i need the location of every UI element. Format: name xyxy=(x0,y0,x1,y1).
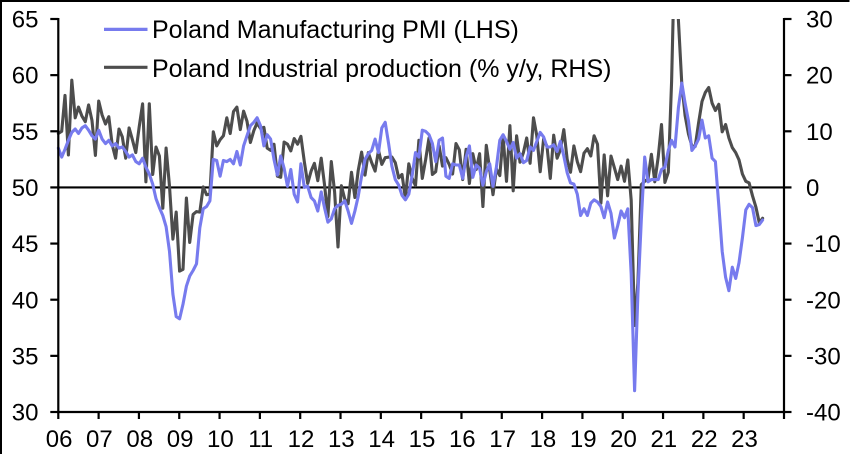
svg-text:11: 11 xyxy=(248,426,273,453)
svg-text:45: 45 xyxy=(12,231,39,258)
svg-text:40: 40 xyxy=(12,287,39,314)
svg-text:30: 30 xyxy=(806,7,833,34)
svg-text:15: 15 xyxy=(409,426,436,453)
svg-text:Poland Manufacturing PMI (LHS): Poland Manufacturing PMI (LHS) xyxy=(152,16,519,44)
svg-text:55: 55 xyxy=(12,119,39,146)
svg-text:14: 14 xyxy=(368,426,395,453)
svg-text:-30: -30 xyxy=(806,344,841,371)
svg-text:30: 30 xyxy=(12,400,39,427)
svg-text:35: 35 xyxy=(12,344,39,371)
svg-text:10: 10 xyxy=(806,119,833,146)
svg-text:06: 06 xyxy=(46,426,73,453)
svg-text:0: 0 xyxy=(806,175,819,202)
svg-text:13: 13 xyxy=(328,426,355,453)
svg-text:10: 10 xyxy=(207,426,234,453)
svg-text:50: 50 xyxy=(12,175,39,202)
svg-text:20: 20 xyxy=(610,426,637,453)
svg-text:19: 19 xyxy=(570,426,597,453)
svg-text:20: 20 xyxy=(806,63,833,90)
svg-text:23: 23 xyxy=(731,426,758,453)
svg-text:60: 60 xyxy=(12,63,39,90)
svg-text:09: 09 xyxy=(167,426,194,453)
svg-text:22: 22 xyxy=(691,426,718,453)
svg-text:-20: -20 xyxy=(806,287,841,314)
svg-text:-40: -40 xyxy=(806,400,841,427)
svg-text:65: 65 xyxy=(12,7,39,34)
svg-text:08: 08 xyxy=(126,426,153,453)
svg-text:07: 07 xyxy=(86,426,113,453)
svg-text:12: 12 xyxy=(288,426,315,453)
svg-text:16: 16 xyxy=(449,426,476,453)
svg-text:18: 18 xyxy=(530,426,557,453)
svg-text:Poland Industrial production (: Poland Industrial production (% y/y, RHS… xyxy=(152,55,611,83)
svg-text:21: 21 xyxy=(650,426,677,453)
svg-text:17: 17 xyxy=(489,426,516,453)
svg-text:-10: -10 xyxy=(806,231,841,258)
